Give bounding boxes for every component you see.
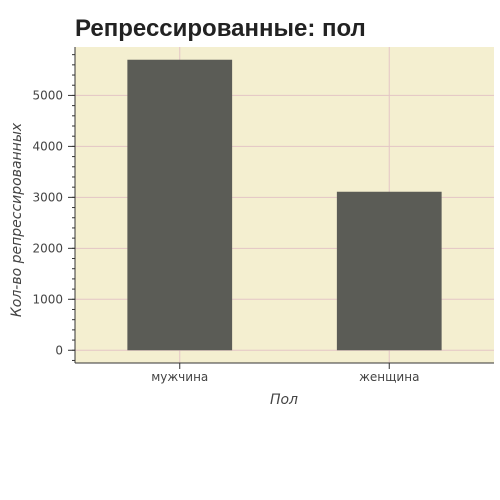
y-axis-label: Кол-во репрессированных	[9, 122, 25, 317]
bars	[127, 59, 442, 351]
y-tick-label: 3000	[32, 190, 63, 204]
chart-title: Репрессированные: пол	[75, 15, 366, 42]
tick-labels: 0 1000 2000 3000 4000 5000 мужчина женщина	[32, 88, 419, 384]
y-tick-label: 1000	[32, 292, 63, 306]
axes	[68, 47, 494, 369]
bar-0	[127, 59, 233, 351]
y-tick-label: 2000	[32, 241, 63, 255]
y-tick-label: 4000	[32, 139, 63, 153]
x-tick-label: мужчина	[151, 370, 208, 384]
x-axis-label: Пол	[270, 392, 298, 408]
y-tick-label: 5000	[32, 88, 63, 102]
x-tick-label: женщина	[359, 370, 419, 384]
y-tick-label: 0	[55, 343, 63, 357]
bar-1	[336, 191, 442, 351]
